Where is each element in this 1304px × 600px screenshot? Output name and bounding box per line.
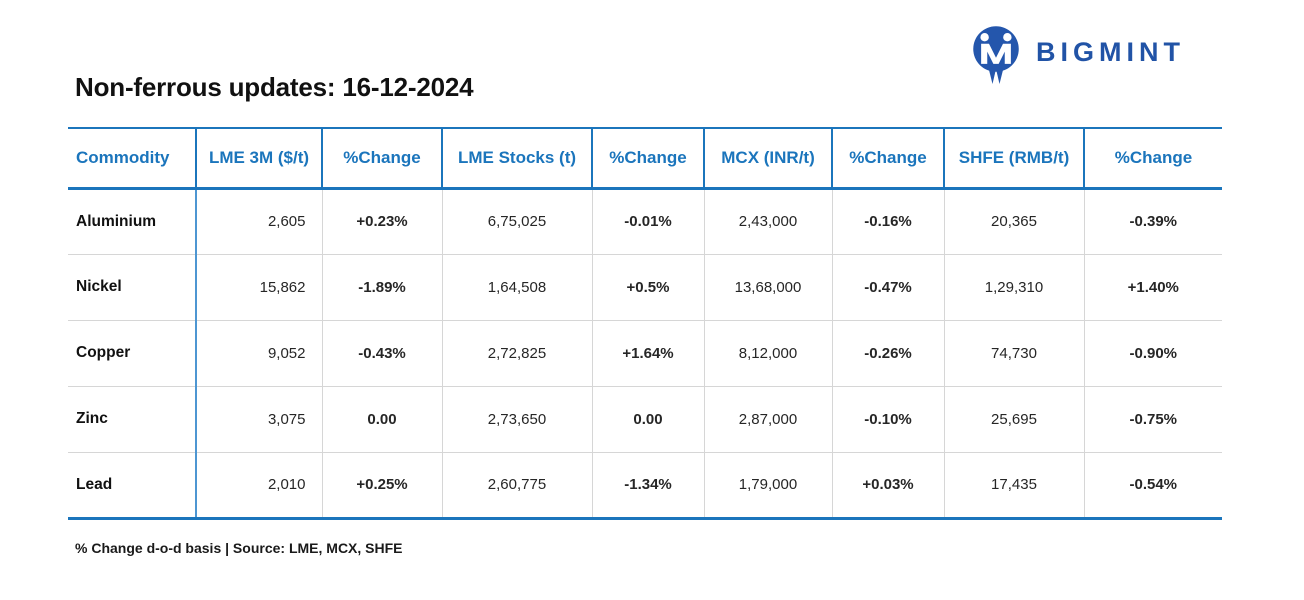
brand-header: BIGMINT (968, 24, 1185, 88)
column-header-commodity: Commodity (68, 127, 197, 190)
shfe-cell: 74,730 (944, 320, 1085, 387)
lme-3m-change-cell: +0.23% (322, 188, 443, 255)
column-header-shfe: SHFE (RMB/t) (944, 127, 1085, 190)
column-header-change-mcx: %Change (832, 127, 945, 190)
table-row-copper: Copper 9,052 -0.43% 2,72,825 +1.64% 8,12… (68, 320, 1222, 387)
mcx-cell: 2,87,000 (704, 386, 833, 453)
lme-stocks-cell: 2,60,775 (442, 452, 593, 520)
lme-3m-cell: 2,605 (196, 188, 323, 255)
lme-stocks-change-cell: -1.34% (592, 452, 705, 520)
column-header-mcx: MCX (INR/t) (704, 127, 833, 190)
lme-stocks-change-cell: -0.01% (592, 188, 705, 255)
mcx-change-cell: -0.16% (832, 188, 945, 255)
column-header-lme-stocks: LME Stocks (t) (442, 127, 593, 190)
commodity-table: Commodity LME 3M ($/t) %Change LME Stock… (68, 127, 1222, 520)
table-row-nickel: Nickel 15,862 -1.89% 1,64,508 +0.5% 13,6… (68, 254, 1222, 321)
column-header-change-lme-stocks: %Change (592, 127, 705, 190)
commodity-cell: Nickel (68, 254, 197, 321)
lme-stocks-change-cell: +0.5% (592, 254, 705, 321)
lme-3m-change-cell: -0.43% (322, 320, 443, 387)
mcx-change-cell: -0.47% (832, 254, 945, 321)
mcx-cell: 8,12,000 (704, 320, 833, 387)
shfe-change-cell: +1.40% (1084, 254, 1222, 321)
column-header-change-shfe: %Change (1084, 127, 1222, 190)
shfe-cell: 1,29,310 (944, 254, 1085, 321)
table-row-lead: Lead 2,010 +0.25% 2,60,775 -1.34% 1,79,0… (68, 452, 1222, 520)
mcx-cell: 13,68,000 (704, 254, 833, 321)
shfe-cell: 17,435 (944, 452, 1085, 520)
lme-stocks-cell: 2,73,650 (442, 386, 593, 453)
shfe-cell: 25,695 (944, 386, 1085, 453)
lme-stocks-change-cell: +1.64% (592, 320, 705, 387)
mcx-change-cell: +0.03% (832, 452, 945, 520)
shfe-cell: 20,365 (944, 188, 1085, 255)
mcx-change-cell: -0.26% (832, 320, 945, 387)
mcx-cell: 2,43,000 (704, 188, 833, 255)
commodity-cell: Lead (68, 452, 197, 520)
commodity-cell: Copper (68, 320, 197, 387)
mcx-change-cell: -0.10% (832, 386, 945, 453)
column-header-change-lme-3m: %Change (322, 127, 443, 190)
brand-wordmark: BIGMINT (1036, 36, 1185, 67)
lme-3m-change-cell: -1.89% (322, 254, 443, 321)
lme-3m-cell: 2,010 (196, 452, 323, 520)
lme-stocks-cell: 2,72,825 (442, 320, 593, 387)
mcx-cell: 1,79,000 (704, 452, 833, 520)
shfe-change-cell: -0.90% (1084, 320, 1222, 387)
shfe-change-cell: -0.54% (1084, 452, 1222, 520)
bigmint-logo-icon (973, 26, 1019, 84)
footnote: % Change d-o-d basis | Source: LME, MCX,… (75, 540, 403, 556)
page-title: Non-ferrous updates: 16-12-2024 (75, 72, 474, 102)
column-header-lme-3m: LME 3M ($/t) (196, 127, 323, 190)
lme-3m-change-cell: 0.00 (322, 386, 443, 453)
table-row-aluminium: Aluminium 2,605 +0.23% 6,75,025 -0.01% 2… (68, 188, 1222, 255)
lme-stocks-change-cell: 0.00 (592, 386, 705, 453)
commodity-cell: Aluminium (68, 188, 197, 255)
shfe-change-cell: -0.75% (1084, 386, 1222, 453)
lme-stocks-cell: 1,64,508 (442, 254, 593, 321)
lme-stocks-cell: 6,75,025 (442, 188, 593, 255)
lme-3m-cell: 9,052 (196, 320, 323, 387)
lme-3m-change-cell: +0.25% (322, 452, 443, 520)
commodity-cell: Zinc (68, 386, 197, 453)
lme-3m-cell: 3,075 (196, 386, 323, 453)
table-header-row: Commodity LME 3M ($/t) %Change LME Stock… (68, 127, 1222, 190)
shfe-change-cell: -0.39% (1084, 188, 1222, 255)
table-row-zinc: Zinc 3,075 0.00 2,73,650 0.00 2,87,000 -… (68, 386, 1222, 453)
lme-3m-cell: 15,862 (196, 254, 323, 321)
